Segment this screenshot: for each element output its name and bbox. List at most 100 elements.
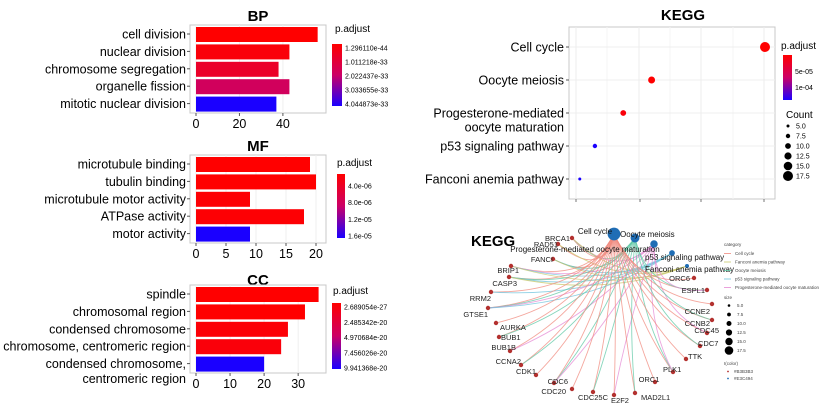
kegg-color-legend: p.adjust 5e-05 1e-04: [781, 41, 816, 100]
kegg-size-legend-label: 17.5: [796, 174, 810, 181]
network-edge: [631, 237, 636, 394]
kegg-network-title: KEGG: [471, 233, 515, 250]
network-edge: [613, 233, 687, 360]
network-color-legend-label: #B3B3B3: [734, 369, 754, 374]
kegg-category-label: p53 signaling pathway: [440, 140, 564, 154]
mf-bar: [196, 157, 310, 172]
cc-category-label: chromosomal region: [73, 305, 186, 319]
kegg-size-legend-dot: [785, 143, 791, 149]
kegg-dot: [578, 177, 582, 181]
network-size-legend-dot: [726, 321, 732, 326]
pathway-hub-node: [650, 240, 658, 248]
gene-node: [632, 390, 638, 396]
kegg-size-legend-label: 10.0: [796, 144, 810, 151]
network-size-legend-dot: [724, 346, 734, 355]
mf-legend: p.adjust 4.0e-06 8.0e-06 1.2e-05 1.6e-05: [337, 158, 372, 241]
mf-bar: [196, 209, 304, 225]
kegg-category-label: Oocyte meiosis: [479, 74, 564, 88]
bp-bar: [196, 61, 279, 77]
gene-label: ORC6: [669, 274, 690, 283]
network-edge: [613, 233, 695, 281]
network-edge: [613, 233, 616, 396]
gene-label: TTK: [688, 352, 702, 361]
cc-bar: [196, 339, 282, 355]
cc-bar: [196, 321, 288, 337]
kegg-dot-title: KEGG: [661, 7, 705, 24]
kegg-category-label: Progesterone-mediated: [433, 107, 564, 121]
pathway-hub-label: p53 signaling pathway: [645, 253, 724, 262]
gene-label: BRIP1: [497, 266, 519, 275]
cc-bar: [196, 356, 265, 372]
gene-node: [704, 287, 710, 293]
network-edge: [613, 233, 708, 334]
bp-category-label: nuclear division: [100, 45, 186, 59]
gene-label: CCNE2: [685, 307, 710, 316]
network-size-legend-dot: [725, 337, 733, 346]
mf-xtick-label: 15: [279, 247, 293, 261]
gene-node: [611, 392, 617, 398]
network-edge: [613, 233, 701, 347]
gene-node: [697, 343, 703, 349]
gene-node: [493, 320, 499, 326]
network-color-legend-dot: [727, 370, 729, 373]
gene-node: [704, 330, 710, 336]
network-edge: [520, 233, 615, 366]
gene-label: AURKA: [500, 323, 526, 332]
mf-category-label: motor activity: [112, 227, 186, 241]
gene-label: CDK1: [516, 367, 536, 376]
network-size-legend-label: 10.0: [737, 321, 746, 326]
network-edge: [535, 233, 615, 376]
bp-category-label: organelle fission: [96, 80, 186, 94]
network-size-legend-dot: [725, 329, 733, 336]
cc-colorbar: [332, 303, 341, 369]
network-edge: [510, 243, 655, 275]
mf-category-label: tubulin binding: [105, 175, 186, 189]
mf-colorbar: [337, 174, 345, 238]
kegg-size-legend-dot: [783, 171, 793, 181]
gene-label: ESPL1: [682, 286, 705, 295]
network-edge: [613, 243, 655, 396]
gene-node: [569, 235, 575, 241]
gene-label: BUB1B: [491, 343, 516, 352]
kegg-size-legend-dot: [783, 161, 793, 171]
kegg-size-legend: Count 5.0 7.5 10.0 12.5 15.0 17.5: [783, 110, 813, 181]
gene-node: [670, 369, 676, 375]
kegg-dot-plot: KEGG Cell cycle Oocyte meiosis Progesteron…: [425, 7, 816, 202]
network-edge: [634, 237, 674, 373]
kegg-category-label: oocyte maturation: [465, 121, 564, 135]
gene-label: CDC20: [541, 387, 566, 396]
gene-node: [590, 389, 596, 395]
mf-bar-chart: MF microtubule binding tubulin binding mic…: [44, 138, 372, 261]
network-edge: [553, 233, 615, 384]
mf-category-label: microtubule motor activity: [44, 192, 186, 206]
bp-bar: [196, 79, 290, 95]
bp-legend-label: 1.011218e-33: [345, 60, 388, 67]
mf-title: MF: [247, 138, 269, 155]
gene-label: RAD51: [534, 240, 558, 249]
kegg-color-legend-label: 5e-05: [795, 69, 813, 76]
kegg-size-legend-label: 15.0: [796, 164, 810, 171]
kegg-dot: [620, 110, 627, 116]
network-color-legend-dot: [727, 377, 729, 380]
bp-bar: [196, 44, 290, 60]
gene-node: [551, 380, 557, 386]
bp-legend-label: 1.296110e-44: [345, 46, 388, 53]
cc-legend-label: 9.941368e-20: [344, 366, 387, 373]
gene-label: CCNA2: [496, 357, 521, 366]
network-color-legend-title: I(color): [724, 361, 739, 366]
pathway-hub-label: Cell cycle: [578, 227, 613, 236]
network-edge: [613, 233, 656, 383]
bp-category-label: mitotic nuclear division: [60, 97, 186, 111]
network-edge: [509, 233, 615, 352]
network-edge: [571, 233, 615, 390]
network-edge: [508, 237, 636, 281]
mf-legend-label: 4.0e-06: [348, 184, 372, 191]
cc-category-label: spindle: [146, 288, 186, 302]
bp-legend-label: 3.033655e-33: [345, 88, 388, 95]
pathway-hub-node: [669, 250, 675, 256]
bp-bar-chart: BP cell division nuclear division chromoso…: [45, 8, 388, 131]
network-category-label: Oocyte meiosis: [735, 268, 767, 273]
gene-node: [569, 386, 575, 392]
gene-node: [488, 289, 494, 295]
pathway-hub-node: [607, 227, 621, 241]
